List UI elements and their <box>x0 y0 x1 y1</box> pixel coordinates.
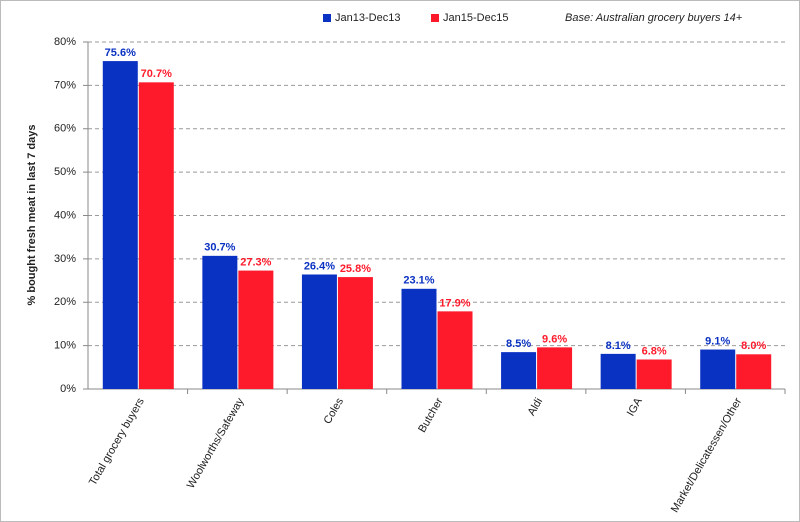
data-label: 70.7% <box>141 68 172 80</box>
bar <box>537 347 573 389</box>
bar <box>700 349 736 389</box>
y-tick-label: 20% <box>54 296 76 308</box>
bar <box>736 354 772 389</box>
annotation: Base: Australian grocery buyers 14+ <box>565 12 743 24</box>
legend-swatch <box>431 14 439 22</box>
bar <box>238 270 274 389</box>
data-label: 8.5% <box>506 338 531 350</box>
data-label: 26.4% <box>304 260 335 272</box>
bar <box>636 359 672 389</box>
y-tick-label: 80% <box>54 36 76 48</box>
bar <box>337 277 373 389</box>
data-label: 27.3% <box>240 256 271 268</box>
data-label: 6.8% <box>642 345 667 357</box>
data-label: 8.0% <box>741 340 766 352</box>
data-label: 75.6% <box>105 47 136 59</box>
bar <box>401 288 437 389</box>
y-tick-label: 0% <box>60 383 76 395</box>
legend-label: Jan15-Dec15 <box>443 12 508 24</box>
y-tick-label: 30% <box>54 253 76 265</box>
y-tick-label: 50% <box>54 166 76 178</box>
bar <box>301 274 337 389</box>
data-label: 9.1% <box>705 335 730 347</box>
bar <box>102 61 138 390</box>
bar <box>202 255 238 389</box>
bar <box>437 311 473 389</box>
data-label: 25.8% <box>340 263 371 275</box>
data-label: 8.1% <box>606 340 631 352</box>
data-label: 30.7% <box>204 242 235 254</box>
y-tick-label: 10% <box>54 340 76 352</box>
bar <box>501 352 537 389</box>
y-tick-label: 60% <box>54 123 76 135</box>
data-label: 23.1% <box>403 275 434 287</box>
bar <box>138 82 174 390</box>
bar <box>600 353 636 389</box>
y-tick-label: 70% <box>54 79 76 91</box>
y-axis-label: % bought fresh meat in last 7 days <box>26 125 38 306</box>
legend-label: Jan13-Dec13 <box>335 12 400 24</box>
y-tick-label: 40% <box>54 209 76 221</box>
data-label: 9.6% <box>542 333 567 345</box>
legend-swatch <box>323 14 331 22</box>
data-label: 17.9% <box>439 297 470 309</box>
